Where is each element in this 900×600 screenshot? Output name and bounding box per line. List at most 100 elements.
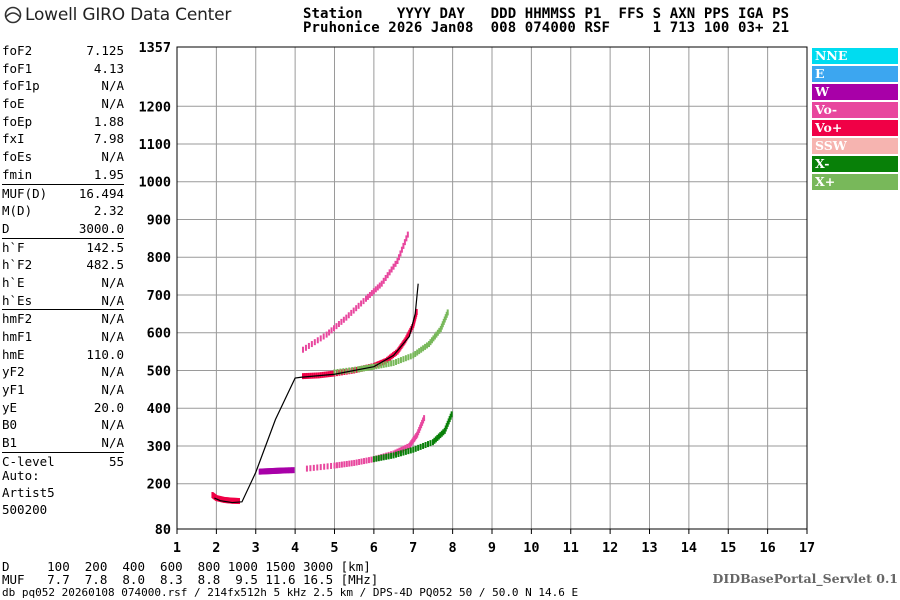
param-label: foE [2, 96, 25, 112]
echo-point [363, 458, 366, 465]
param-row: h`F 142.5 [2, 237, 124, 257]
echo-point [282, 467, 285, 474]
echo-point [365, 295, 367, 302]
autoscaling-info: Auto: Artist5 500200 [2, 467, 55, 518]
param-label: hmE [2, 346, 25, 362]
echo-point [423, 415, 426, 422]
param-label: fmin [2, 166, 33, 182]
param-value: N/A [101, 417, 124, 433]
echo-point [360, 300, 363, 307]
echo-point [382, 454, 385, 461]
x-tick-label: 2 [212, 540, 220, 556]
echo-point [424, 442, 427, 449]
legend-item: SSW [812, 138, 898, 155]
echo-point [286, 467, 289, 474]
param-value: 4.13 [93, 60, 124, 76]
y-tick-label: 1100 [138, 137, 171, 153]
echo-point [335, 323, 338, 330]
param-row: h`F2 482.5 [2, 256, 124, 274]
echo-point [412, 446, 415, 453]
echo-point [426, 342, 429, 349]
echo-point [435, 331, 438, 338]
echo-point [304, 344, 307, 351]
echo-point [402, 356, 405, 363]
param-value: 7.125 [86, 43, 124, 58]
echo-point [383, 358, 386, 365]
echo-point [385, 361, 388, 368]
file-info: db pq052 20260108 074000.rsf / 214fx512h… [2, 586, 579, 599]
y-tick-label: 700 [147, 288, 171, 304]
param-value: 16.494 [78, 185, 124, 201]
echo-point [309, 372, 312, 379]
echo-point [414, 350, 417, 357]
echo-point [433, 333, 436, 340]
echo-point [427, 441, 430, 448]
echo-point [417, 444, 420, 451]
param-value: 1.95 [93, 166, 124, 182]
x-tick-label: 17 [799, 540, 815, 556]
param-value: 1.88 [93, 113, 124, 129]
param-row: hmF2 N/A [2, 309, 124, 328]
echo-point [397, 358, 400, 365]
x-tick-label: 4 [291, 540, 299, 556]
y-tick-label: 900 [147, 212, 171, 228]
echo-point [342, 368, 345, 375]
legend-item: W [812, 84, 898, 101]
echo-point [375, 455, 378, 462]
echo-point [399, 357, 402, 364]
station-header-values: Pruhonice 2026 Jan08 008 074000 RSF 1 71… [303, 20, 790, 36]
echo-point [347, 312, 350, 319]
echo-point [330, 462, 333, 469]
param-row: foF2 7.125 [2, 42, 124, 60]
param-value: N/A [101, 329, 124, 344]
echo-point [329, 370, 332, 377]
y-tick-label: 80 [155, 522, 171, 538]
param-label: M(D) [2, 203, 33, 219]
echo-point [404, 448, 407, 455]
echo-point [400, 246, 403, 253]
param-label: B0 [2, 417, 18, 433]
echo-point [345, 460, 348, 467]
param-row: B0 N/A [2, 416, 124, 434]
echo-point [418, 348, 421, 355]
echo-point [392, 359, 395, 366]
echo-point [382, 361, 385, 368]
echo-point [339, 368, 342, 375]
distance-scale: D 100 200 400 600 800 1000 1500 3000 [km… [2, 559, 371, 574]
echo-point [285, 467, 288, 474]
x-tick-label: 15 [720, 540, 736, 556]
echo-point [342, 316, 345, 323]
legend-item: X- [812, 156, 898, 173]
echo-point [358, 459, 361, 466]
param-value: N/A [101, 382, 124, 398]
param-row: h`Es N/A [2, 292, 124, 310]
param-row: D 3000.0 [2, 220, 124, 238]
param-row: B1 N/A [2, 434, 124, 452]
param-value: 482.5 [86, 257, 124, 273]
echo-point [351, 367, 354, 374]
echo-point [345, 314, 348, 321]
legend-item: E [812, 66, 898, 83]
echo-point [404, 444, 407, 451]
echo-point [302, 346, 304, 353]
x-tick-label: 9 [488, 540, 496, 556]
echo-point [398, 447, 401, 454]
x-tick-label: 7 [409, 540, 417, 556]
param-label: hmF1 [2, 329, 33, 344]
echo-point [387, 360, 390, 367]
echo-point [338, 461, 341, 468]
param-label: foF1p [2, 78, 40, 94]
echo-point [439, 432, 442, 439]
param-value: 2.32 [93, 203, 124, 219]
echo-point [414, 445, 417, 452]
echo-point [415, 308, 418, 315]
echo-point [419, 443, 422, 450]
param-label: foEp [2, 113, 33, 129]
echo-point [400, 446, 403, 453]
echo-point [403, 239, 406, 246]
x-tick-label: 12 [602, 540, 618, 556]
echo-point [428, 341, 430, 348]
echo-point [335, 462, 338, 469]
x-tick-label: 6 [370, 540, 378, 556]
